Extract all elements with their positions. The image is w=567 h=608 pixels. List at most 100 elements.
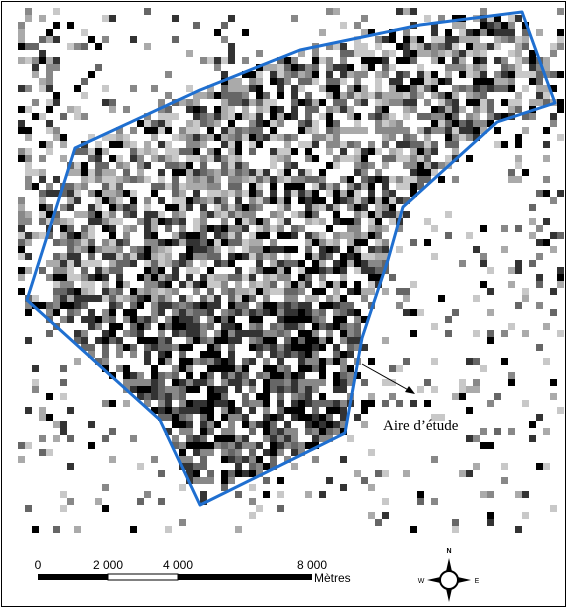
raster-cell <box>347 302 354 309</box>
raster-cell <box>39 176 46 183</box>
raster-cell <box>158 183 165 190</box>
raster-cell <box>123 379 130 386</box>
raster-cell <box>431 498 438 505</box>
raster-cell <box>151 211 158 218</box>
raster-cell <box>18 120 25 127</box>
raster-cell <box>214 211 221 218</box>
raster-cell <box>242 358 249 365</box>
raster-cell <box>284 365 291 372</box>
raster-cell <box>179 211 186 218</box>
raster-cell <box>221 365 228 372</box>
raster-cell <box>417 71 424 78</box>
raster-cell <box>494 71 501 78</box>
raster-cell <box>368 113 375 120</box>
raster-cell <box>361 64 368 71</box>
raster-cell <box>508 428 515 435</box>
raster-cell <box>354 43 361 50</box>
raster-cell <box>123 295 130 302</box>
raster-cell <box>235 267 242 274</box>
raster-cell <box>74 113 81 120</box>
raster-cell <box>256 463 263 470</box>
raster-cell <box>165 302 172 309</box>
raster-cell <box>473 50 480 57</box>
raster-cell <box>123 106 130 113</box>
raster-cell <box>193 463 200 470</box>
raster-cell <box>305 106 312 113</box>
raster-cell <box>291 295 298 302</box>
raster-cell <box>508 15 515 22</box>
raster-cell <box>25 162 32 169</box>
raster-cell <box>186 442 193 449</box>
raster-cell <box>102 281 109 288</box>
raster-cell <box>228 190 235 197</box>
raster-cell <box>200 400 207 407</box>
raster-cell <box>228 379 235 386</box>
raster-cell <box>284 435 291 442</box>
raster-cell <box>46 57 53 64</box>
raster-cell <box>389 218 396 225</box>
raster-cell <box>137 169 144 176</box>
raster-cell <box>452 120 459 127</box>
raster-cell <box>557 281 564 288</box>
raster-cell <box>473 379 480 386</box>
raster-cell <box>515 50 522 57</box>
raster-cell <box>277 267 284 274</box>
raster-cell <box>347 365 354 372</box>
raster-cell <box>60 204 67 211</box>
raster-cell <box>480 225 487 232</box>
raster-cell <box>249 99 256 106</box>
raster-cell <box>151 393 158 400</box>
raster-cell <box>102 85 109 92</box>
raster-cell <box>298 344 305 351</box>
raster-cell <box>256 232 263 239</box>
raster-cell <box>207 239 214 246</box>
raster-cell <box>235 85 242 92</box>
raster-cell <box>60 225 67 232</box>
raster-cell <box>256 393 263 400</box>
raster-cell <box>368 246 375 253</box>
raster-cell <box>312 239 319 246</box>
raster-cell <box>263 309 270 316</box>
raster-cell <box>424 134 431 141</box>
raster-cell <box>333 379 340 386</box>
raster-cell <box>193 218 200 225</box>
raster-cell <box>256 183 263 190</box>
raster-cell <box>256 190 263 197</box>
raster-cell <box>263 176 270 183</box>
raster-cell <box>333 155 340 162</box>
raster-cell <box>263 358 270 365</box>
raster-cell <box>116 155 123 162</box>
raster-cell <box>158 274 165 281</box>
raster-cell <box>431 78 438 85</box>
raster-cell <box>172 169 179 176</box>
raster-cell <box>116 344 123 351</box>
raster-cell <box>130 323 137 330</box>
raster-cell <box>375 36 382 43</box>
raster-cell <box>130 204 137 211</box>
raster-cell <box>235 232 242 239</box>
raster-cell <box>193 239 200 246</box>
raster-cell <box>95 246 102 253</box>
raster-cell <box>298 274 305 281</box>
raster-cell <box>193 232 200 239</box>
raster-cell <box>25 302 32 309</box>
raster-cell <box>186 400 193 407</box>
raster-cell <box>207 470 214 477</box>
raster-cell <box>291 15 298 22</box>
raster-cell <box>291 71 298 78</box>
raster-cell <box>312 400 319 407</box>
raster-cell <box>74 302 81 309</box>
raster-cell <box>375 274 382 281</box>
raster-cell <box>410 239 417 246</box>
raster-cell <box>438 99 445 106</box>
raster-cell <box>270 78 277 85</box>
raster-cell <box>137 162 144 169</box>
raster-cell <box>67 407 74 414</box>
raster-cell <box>305 169 312 176</box>
raster-cell <box>200 491 207 498</box>
raster-cell <box>396 57 403 64</box>
raster-cell <box>487 43 494 50</box>
raster-cell <box>333 344 340 351</box>
raster-cell <box>305 386 312 393</box>
raster-cell <box>347 232 354 239</box>
